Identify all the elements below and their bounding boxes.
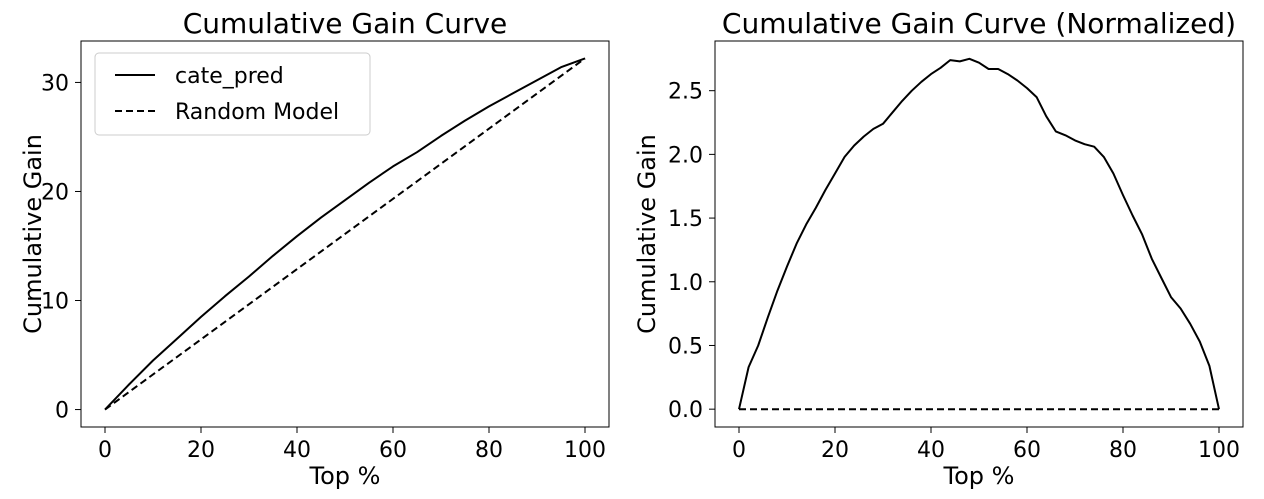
plot-frame [80,40,610,428]
x-tick-label: 100 [564,438,606,463]
x-tick-label: 0 [732,438,746,463]
x-axis-label: Top % [943,462,1015,490]
x-tick-label: 60 [1013,438,1041,463]
plot-area: 0 20 40 60 80 100 0.0 0.5 1.0 1.5 2.0 2.5 [668,40,1244,463]
y-tick-label: 1.0 [668,271,703,296]
chart-title: Cumulative Gain Curve [183,7,508,40]
x-tick-label: 40 [917,438,945,463]
x-axis-label: Top % [309,462,381,490]
y-axis-label: Cumulative Gain [633,134,661,334]
legend: cate_pred Random Model [94,52,371,136]
series-line-random-model [104,57,586,411]
chart-title: Cumulative Gain Curve (Normalized) [722,7,1236,40]
legend-entry-random-model: Random Model [175,100,339,125]
y-tick-label: 2.5 [668,80,703,105]
x-tick-label: 40 [283,438,311,463]
y-tick-label: 20 [41,180,69,205]
y-tick-label: 0.5 [668,334,703,359]
series-line-cate-pred [104,57,586,411]
x-tick-label: 100 [1198,438,1240,463]
x-tick-label: 60 [379,438,407,463]
x-tick-label: 20 [187,438,215,463]
x-tick-label: 80 [1109,438,1137,463]
chart-cumulative-gain: Cumulative Gain Curve Top % Cumulative G… [19,7,610,490]
y-tick-label: 0.0 [668,398,703,423]
y-tick-label: 0 [55,399,69,424]
x-tick-label: 20 [821,438,849,463]
chart-cumulative-gain-normalized: Cumulative Gain Curve (Normalized) Top %… [633,7,1244,490]
x-tick-label: 80 [475,438,503,463]
plot-frame [714,40,1244,428]
legend-box [94,52,371,136]
y-axis-label: Cumulative Gain [19,134,47,334]
plot-area: 0 20 40 60 80 100 0 10 20 30 [41,40,610,463]
y-tick-label: 1.5 [668,207,703,232]
y-tick-label: 10 [41,290,69,315]
y-tick-label: 2.0 [668,143,703,168]
x-tick-label: 0 [98,438,112,463]
y-tick-label: 30 [41,71,69,96]
legend-entry-cate-pred: cate_pred [175,64,284,89]
series-line-gain [738,57,1220,410]
